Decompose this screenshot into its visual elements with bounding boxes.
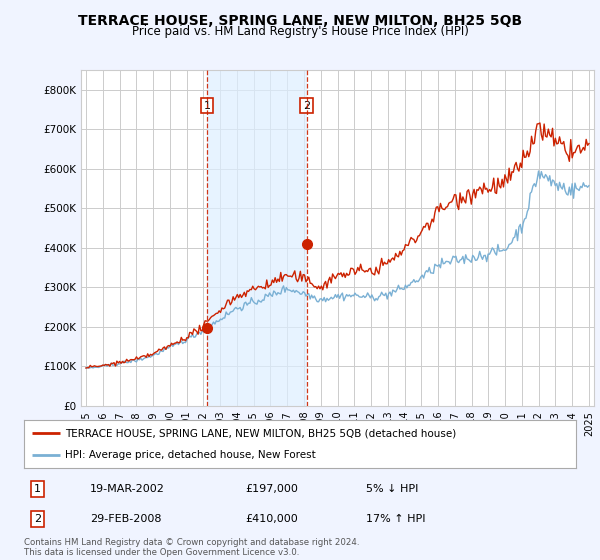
Text: Price paid vs. HM Land Registry's House Price Index (HPI): Price paid vs. HM Land Registry's House …: [131, 25, 469, 38]
Text: 1: 1: [203, 101, 211, 110]
Text: 5% ↓ HPI: 5% ↓ HPI: [366, 484, 419, 494]
Text: HPI: Average price, detached house, New Forest: HPI: Average price, detached house, New …: [65, 450, 316, 460]
Text: 1: 1: [34, 484, 41, 494]
Text: TERRACE HOUSE, SPRING LANE, NEW MILTON, BH25 5QB: TERRACE HOUSE, SPRING LANE, NEW MILTON, …: [78, 14, 522, 28]
Text: Contains HM Land Registry data © Crown copyright and database right 2024.
This d: Contains HM Land Registry data © Crown c…: [24, 538, 359, 557]
Text: TERRACE HOUSE, SPRING LANE, NEW MILTON, BH25 5QB (detached house): TERRACE HOUSE, SPRING LANE, NEW MILTON, …: [65, 428, 457, 438]
Text: 29-FEB-2008: 29-FEB-2008: [90, 514, 162, 524]
Text: £410,000: £410,000: [245, 514, 298, 524]
Text: £197,000: £197,000: [245, 484, 298, 494]
Text: 2: 2: [303, 101, 310, 110]
Bar: [207, 70, 307, 406]
Text: 19-MAR-2002: 19-MAR-2002: [90, 484, 165, 494]
Text: 17% ↑ HPI: 17% ↑ HPI: [366, 514, 426, 524]
Text: 2: 2: [34, 514, 41, 524]
